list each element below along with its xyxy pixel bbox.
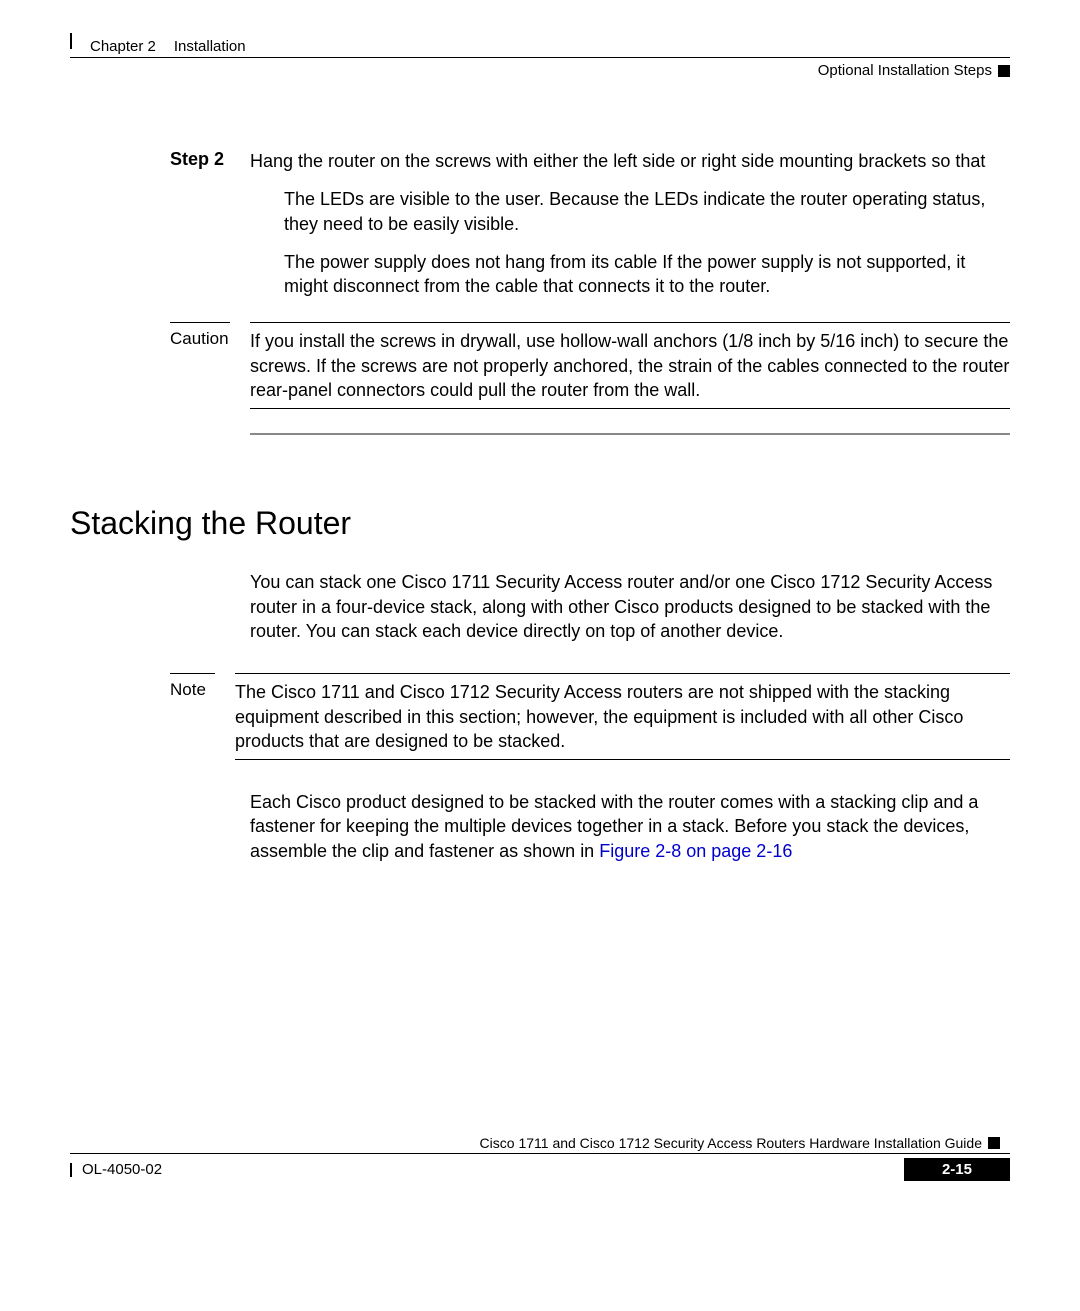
step-row: Step 2 Hang the router on the screws wit…: [170, 149, 1010, 173]
caution-label-rule: [170, 322, 230, 323]
caution-bottom-rule: [250, 408, 1010, 409]
footer-bottom-row: OL-4050-02 2-15: [70, 1158, 1010, 1181]
note-text-rule: [235, 673, 1010, 674]
caution-top-rule: [170, 322, 1010, 323]
footer-tick-icon: [70, 1163, 72, 1177]
note-label: Note: [170, 680, 215, 753]
section-divider: [250, 433, 1010, 435]
doc-title: Cisco 1711 and Cisco 1712 Security Acces…: [480, 1135, 982, 1151]
bullet-1: The LEDs are visible to the user. Becaus…: [284, 187, 1010, 236]
chapter-label: Chapter 2: [90, 38, 156, 55]
bullet-2: The power supply does not hang from its …: [284, 250, 1010, 299]
caution-text: If you install the screws in drywall, us…: [250, 329, 1010, 402]
content-area: Step 2 Hang the router on the screws wit…: [70, 149, 1010, 863]
caution-row: Caution If you install the screws in dry…: [170, 329, 1010, 402]
step-text: Hang the router on the screws with eithe…: [250, 149, 985, 173]
header-row: Chapter 2 Installation: [70, 38, 1010, 55]
doc-number: OL-4050-02: [82, 1161, 162, 1178]
step-label: Step 2: [170, 149, 230, 173]
footer: Cisco 1711 and Cisco 1712 Security Acces…: [70, 1135, 1010, 1181]
note-bottom-rule: [235, 759, 1010, 760]
header-divider: [70, 57, 1010, 58]
chapter-title: Installation: [174, 38, 246, 55]
note-block: Note The Cisco 1711 and Cisco 1712 Secur…: [170, 673, 1010, 760]
caution-text-rule: [250, 322, 1010, 323]
paragraph-2: Each Cisco product designed to be stacke…: [250, 790, 1010, 863]
note-row: Note The Cisco 1711 and Cisco 1712 Secur…: [170, 680, 1010, 753]
figure-link[interactable]: Figure 2-8 on page 2-16: [599, 841, 792, 861]
footer-marker-icon: [988, 1137, 1000, 1149]
note-label-rule: [170, 673, 215, 674]
note-top-rule: [170, 673, 1010, 674]
note-text: The Cisco 1711 and Cisco 1712 Security A…: [235, 680, 1010, 753]
section-heading: Stacking the Router: [70, 505, 1010, 542]
footer-divider: [70, 1153, 1010, 1154]
page: Chapter 2 Installation Optional Installa…: [0, 0, 1080, 1311]
header-right-row: Optional Installation Steps: [70, 62, 1010, 79]
footer-left: OL-4050-02: [70, 1161, 162, 1178]
section-marker-icon: [998, 65, 1010, 77]
caution-block: Caution If you install the screws in dry…: [170, 322, 1010, 409]
footer-title-row: Cisco 1711 and Cisco 1712 Security Acces…: [70, 1135, 1010, 1151]
header-left: Chapter 2 Installation: [90, 38, 246, 55]
page-number: 2-15: [904, 1158, 1010, 1181]
section-title: Optional Installation Steps: [818, 62, 992, 79]
paragraph-1: You can stack one Cisco 1711 Security Ac…: [250, 570, 1010, 643]
caution-label: Caution: [170, 329, 230, 402]
header-accent-bar: [70, 33, 72, 49]
